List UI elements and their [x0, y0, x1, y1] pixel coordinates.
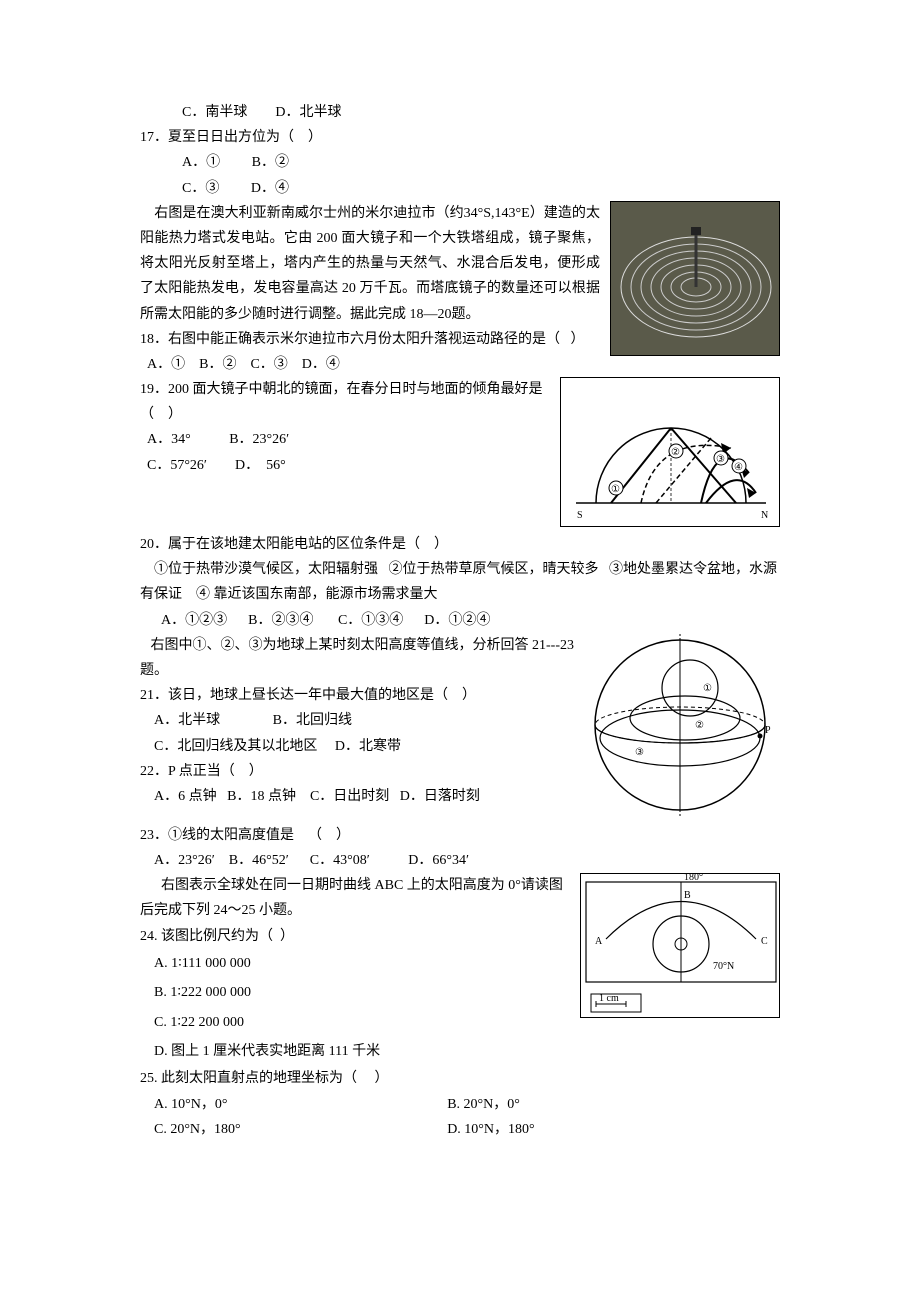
map-scale: 1 cm	[599, 993, 619, 1004]
map-icon: 180° B A C 70°N 1 cm	[581, 874, 781, 1019]
label-1: ①	[611, 484, 620, 495]
q19-a: A．34°	[140, 432, 191, 447]
q19-b: B．23°26′	[229, 432, 289, 447]
q16-opt-d: D．北半球	[275, 105, 341, 120]
circ-2: ②	[695, 720, 704, 731]
q24-d: D. 图上 1 厘米代表实地距离 111 千米	[140, 1037, 780, 1066]
figure-hemisphere: S N ① ② ③ ④	[560, 377, 780, 527]
figure-map: 180° B A C 70°N 1 cm	[580, 873, 780, 1018]
label-s: S	[577, 510, 583, 521]
map-lon: 180°	[684, 874, 703, 883]
circles-icon: ① ② ③ P	[585, 633, 780, 818]
q25-c: C. 20°N，180°	[140, 1117, 447, 1142]
q17-c: C．③	[182, 181, 219, 196]
q23-d: D．66°34′	[408, 853, 469, 868]
q17-row2: C．③ D．④	[140, 176, 780, 201]
q25-b: B. 20°N，0°	[447, 1092, 754, 1117]
q17-b: B．②	[252, 155, 289, 170]
label-4: ④	[734, 462, 743, 473]
q17-a: A．①	[182, 155, 220, 170]
figure-circles: ① ② ③ P	[585, 633, 780, 818]
q16-opt-c: C．南半球	[182, 105, 247, 120]
q17-row1: A．① B．②	[140, 150, 780, 175]
q17-stem: 17．夏至日日出方位为（ ）	[140, 125, 780, 150]
circ-p: P	[765, 725, 771, 736]
label-2: ②	[671, 447, 680, 458]
q19-c: C．57°26′	[140, 458, 207, 473]
q23-abc: A．23°26′ B．46°52′ C．43°08′	[140, 853, 370, 868]
hemisphere-icon: S N ① ② ③ ④	[561, 378, 781, 528]
q21-b: B．北回归线	[273, 713, 352, 728]
q20-sub: ①位于热带沙漠气候区，太阳辐射强 ②位于热带草原气候区，晴天较多 ③地处墨累达令…	[140, 557, 780, 607]
solar-station-icon	[611, 202, 780, 356]
q25-row1: A. 10°N，0°B. 20°N，0°	[140, 1092, 780, 1117]
q17-d: D．④	[251, 181, 289, 196]
map-c: C	[761, 936, 768, 947]
circ-1: ①	[703, 683, 712, 694]
q20-stem: 20．属于在该地建太阳能电站的区位条件是（ ）	[140, 532, 780, 557]
map-lat: 70°N	[713, 961, 734, 972]
label-3: ③	[716, 454, 725, 465]
q20-options: A．①②③ B．②③④ C．①③④ D．①②④	[140, 608, 780, 633]
q23-stem: 23．①线的太阳高度值是 （ ）	[140, 823, 780, 848]
q16-options: C．南半球 D．北半球	[140, 100, 780, 125]
q21-a: A．北半球	[140, 713, 220, 728]
q25-a: A. 10°N，0°	[140, 1092, 447, 1117]
circ-3: ③	[635, 747, 644, 758]
q23-row: A．23°26′ B．46°52′ C．43°08′ D．66°34′	[140, 848, 780, 873]
q25-stem: 25. 此刻太阳直射点的地理坐标为（ ）	[140, 1066, 780, 1091]
map-b: B	[684, 890, 691, 901]
map-a: A	[595, 936, 603, 947]
q25-row2: C. 20°N，180°D. 10°N，180°	[140, 1117, 780, 1142]
q19-d: D． 56°	[235, 458, 286, 473]
q25-d: D. 10°N，180°	[447, 1117, 754, 1142]
label-n: N	[761, 510, 768, 521]
figure-solar-station	[610, 201, 780, 356]
